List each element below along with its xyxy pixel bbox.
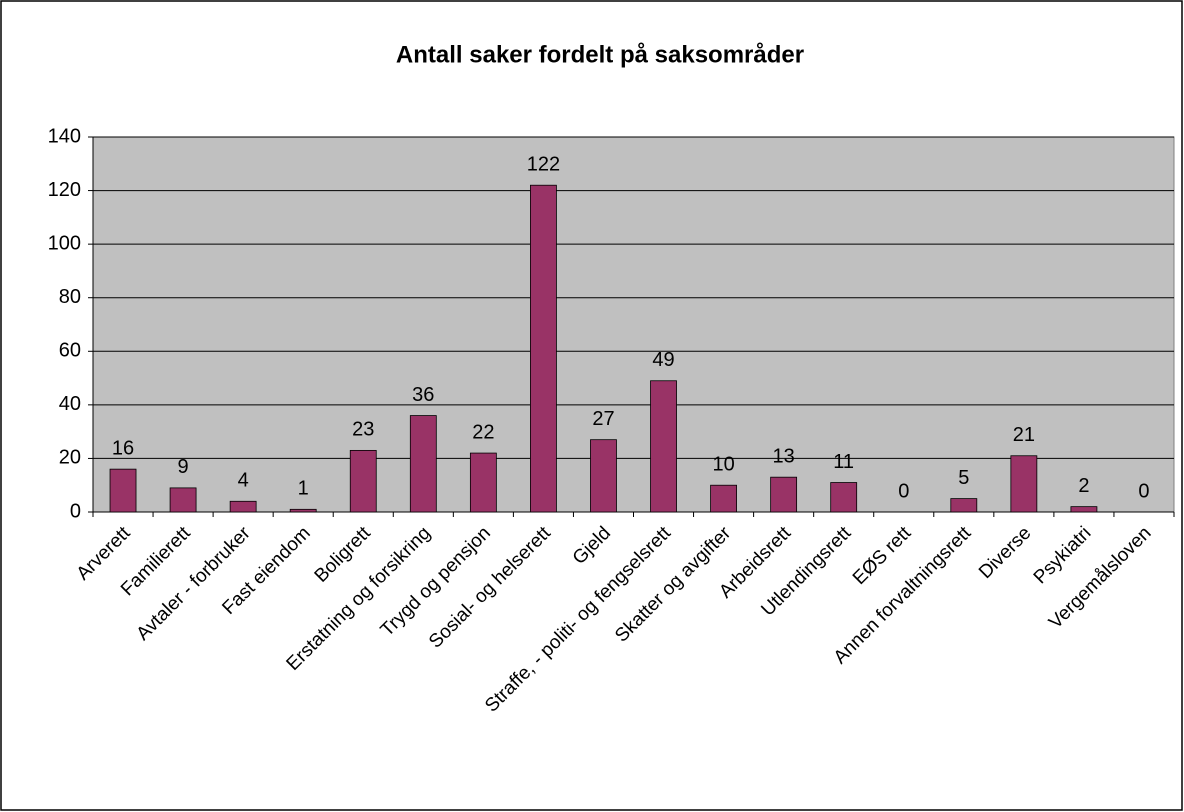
bar	[650, 380, 677, 513]
bar	[1070, 506, 1098, 513]
value-label: 9	[178, 456, 189, 478]
value-label: 21	[1013, 424, 1035, 446]
value-label: 23	[352, 419, 374, 441]
value-label: 0	[1138, 480, 1149, 502]
bar	[830, 482, 858, 513]
y-tick-label: 60	[59, 340, 81, 362]
value-label: 16	[112, 437, 134, 459]
y-tick-label: 100	[48, 232, 81, 254]
bar	[109, 468, 137, 513]
value-label: 36	[412, 384, 434, 406]
y-tick-label: 120	[48, 179, 81, 201]
bar	[710, 484, 737, 513]
value-label: 22	[472, 421, 494, 443]
bar	[229, 500, 257, 513]
value-label: 27	[592, 408, 614, 430]
y-tick-label: 80	[59, 286, 81, 308]
bar	[950, 498, 978, 513]
value-label: 4	[238, 470, 249, 492]
chart-title: Antall saker fordelt på saksområder	[396, 41, 804, 68]
value-label: 11	[833, 451, 854, 473]
plot-area	[92, 136, 1175, 513]
bar	[289, 508, 317, 513]
y-tick-label: 140	[48, 125, 81, 147]
bar	[169, 487, 197, 513]
y-tick-label: 40	[59, 393, 81, 415]
value-label: 1	[298, 478, 309, 500]
bar	[469, 452, 497, 513]
value-label: 2	[1078, 475, 1089, 497]
bar	[1010, 455, 1038, 513]
bar	[530, 184, 557, 513]
bar	[349, 449, 377, 513]
value-label: 13	[773, 445, 795, 467]
bar	[590, 439, 617, 513]
value-label: 0	[898, 480, 909, 502]
bar	[770, 476, 798, 513]
value-label: 10	[712, 453, 734, 475]
value-label: 122	[527, 153, 560, 175]
y-tick-label: 20	[59, 447, 81, 469]
value-label: 49	[652, 349, 674, 371]
y-tick-label: 0	[70, 500, 81, 522]
bar	[409, 415, 437, 513]
value-label: 5	[958, 467, 969, 489]
